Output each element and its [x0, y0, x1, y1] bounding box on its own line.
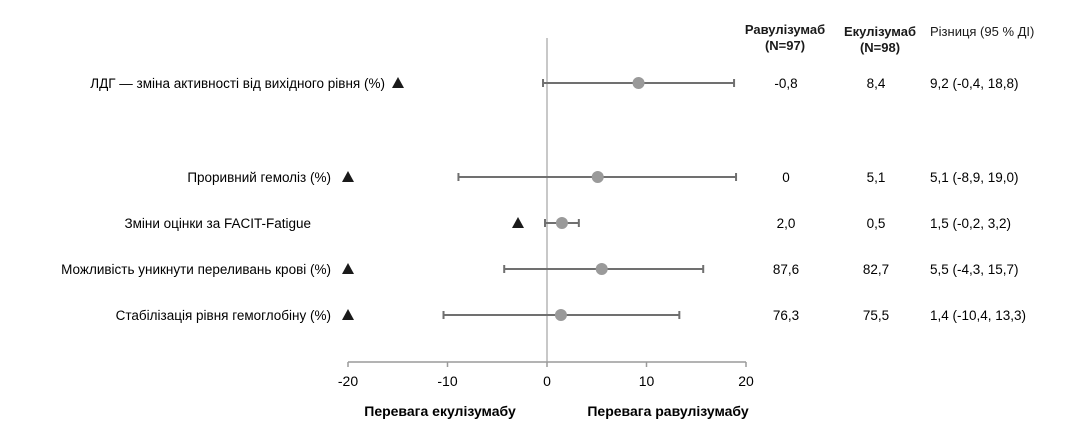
triangle-marker	[342, 171, 354, 182]
value-eculizumab: 75,5	[863, 308, 889, 323]
value-ravulizumab: -0,8	[774, 76, 797, 91]
value-difference: 5,1 (-8,9, 19,0)	[930, 170, 1019, 185]
point-estimate	[595, 263, 608, 275]
row-label: Стабілізація рівня гемоглобіну (%)	[116, 308, 331, 323]
triangle-marker	[342, 309, 354, 320]
point-estimate	[591, 171, 604, 183]
row-label: ЛДГ — зміна активності від вихідного рів…	[90, 76, 385, 91]
value-eculizumab: 8,4	[867, 76, 886, 91]
footer-favours-eculizumab: Перевага екулізумабу	[364, 403, 516, 419]
triangle-marker	[512, 217, 524, 228]
value-difference: 5,5 (-4,3, 15,7)	[930, 262, 1019, 277]
x-tick-label: -10	[437, 373, 457, 389]
point-estimate	[632, 77, 645, 89]
header-eculizumab: Екулізумаб (N=98)	[830, 24, 930, 56]
x-tick-label: 0	[543, 373, 551, 389]
header-ravulizumab-name: Равулізумаб	[744, 22, 826, 37]
x-tick-label: 10	[639, 373, 655, 389]
header-eculizumab-name: Екулізумаб	[843, 24, 916, 39]
point-estimate	[555, 217, 568, 229]
value-ravulizumab: 0	[782, 170, 790, 185]
x-tick-label: -20	[338, 373, 358, 389]
header-eculizumab-n: (N=98)	[859, 40, 901, 55]
header-difference: Різниця (95 % ДІ)	[930, 24, 1035, 39]
x-tick-label: 20	[738, 373, 754, 389]
value-difference: 1,4 (-10,4, 13,3)	[930, 308, 1026, 323]
row-label: Можливість уникнути переливань крові (%)	[61, 262, 331, 277]
point-estimate	[554, 309, 567, 321]
value-eculizumab: 82,7	[863, 262, 889, 277]
header-ravulizumab-n: (N=97)	[764, 38, 806, 53]
footer-favours-ravulizumab: Перевага равулізумабу	[587, 403, 749, 419]
value-ravulizumab: 76,3	[773, 308, 799, 323]
header-ravulizumab: Равулізумаб (N=97)	[730, 22, 840, 54]
value-difference: 1,5 (-0,2, 3,2)	[930, 216, 1011, 231]
value-ravulizumab: 87,6	[773, 262, 799, 277]
value-eculizumab: 5,1	[867, 170, 886, 185]
value-difference: 9,2 (-0,4, 18,8)	[930, 76, 1019, 91]
row-label: Зміни оцінки за FACIT-Fatigue	[124, 216, 311, 231]
value-eculizumab: 0,5	[867, 216, 886, 231]
triangle-marker	[392, 77, 404, 88]
row-label: Проривний гемоліз (%)	[187, 170, 331, 185]
triangle-marker	[342, 263, 354, 274]
value-ravulizumab: 2,0	[777, 216, 796, 231]
